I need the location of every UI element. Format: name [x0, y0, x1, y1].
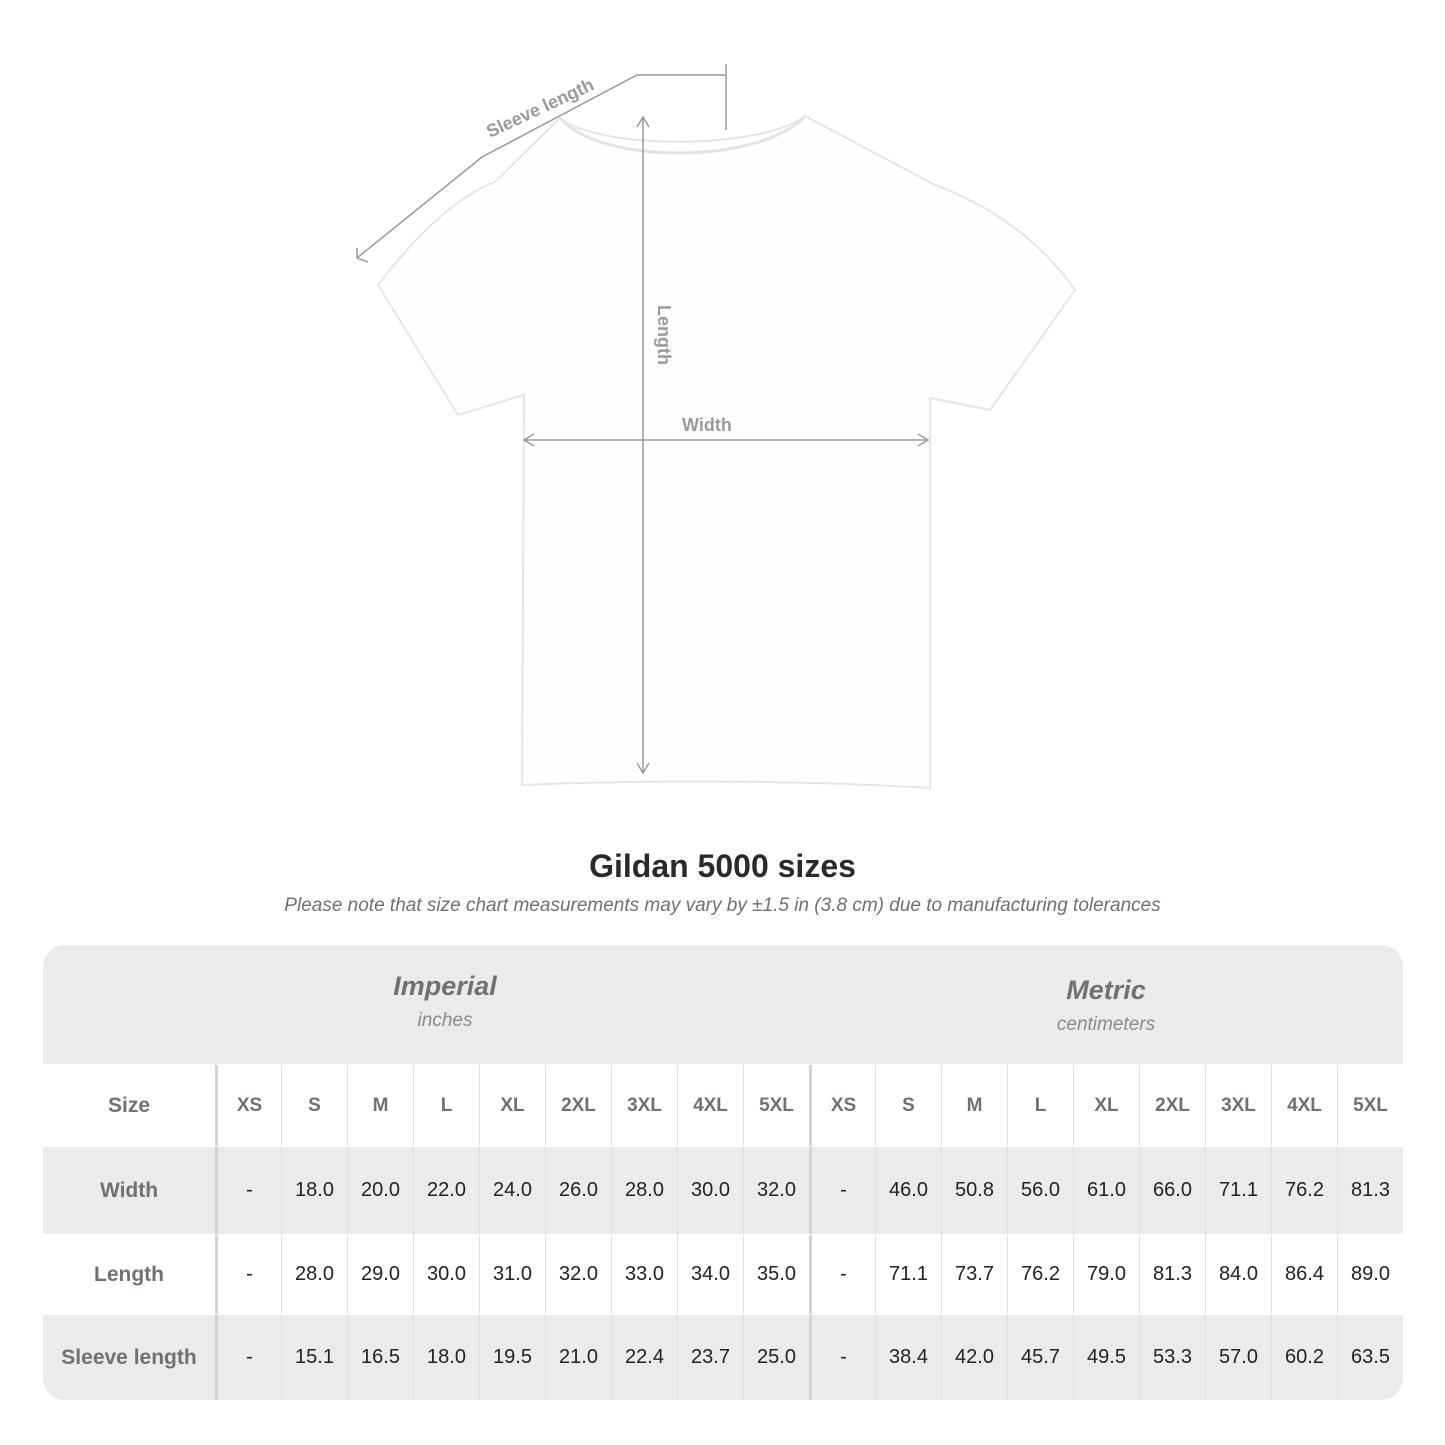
imperial-value-cell: 18.0	[413, 1315, 479, 1400]
size-header-cell: L	[413, 1065, 479, 1146]
imperial-value-cell: -	[215, 1147, 281, 1234]
row-label: Length	[94, 1262, 164, 1286]
imperial-value-cell: 22.4	[611, 1315, 677, 1400]
metric-value-cell: 38.4	[875, 1315, 941, 1400]
metric-title: Metric	[1066, 975, 1146, 1005]
imperial-header: Imperial inches	[215, 971, 675, 1032]
imperial-value-cell: 21.0	[545, 1315, 611, 1400]
metric-unit: centimeters	[1056, 1014, 1156, 1035]
chart-title: Gildan 5000 sizes	[589, 848, 856, 884]
size-header-cell: M	[347, 1065, 413, 1146]
imperial-value-cell: 30.0	[677, 1147, 743, 1234]
metric-value-cell: 71.1	[1205, 1147, 1271, 1234]
imperial-unit: inches	[417, 1010, 473, 1031]
size-header-cell: XL	[1073, 1065, 1139, 1146]
imperial-value-cell: 20.0	[347, 1147, 413, 1234]
width-label: Width	[682, 415, 732, 435]
metric-value-cell: 76.2	[1271, 1147, 1337, 1234]
size-header-cell: L	[1007, 1065, 1073, 1146]
tshirt-diagram: Sleeve length Length Width	[356, 64, 1077, 790]
size-header-row: Size XS S M L XL 2XL 3XL 4XL 5XL XS S M L XL 2XL 3XL 4XL 5…	[43, 1065, 1403, 1146]
imperial-value-cell: 28.0	[281, 1235, 347, 1314]
metric-value-cell: 49.5	[1073, 1315, 1139, 1400]
units-header	[43, 945, 1403, 1064]
imperial-value-cell: 35.0	[743, 1235, 809, 1314]
imperial-value-cell: 25.0	[743, 1315, 809, 1400]
imperial-value-cell: 16.5	[347, 1315, 413, 1400]
metric-value-cell: 86.4	[1271, 1235, 1337, 1314]
size-header-cell: S	[281, 1065, 347, 1146]
imperial-value-cell: 15.1	[281, 1315, 347, 1400]
imperial-value-cell: 30.0	[413, 1235, 479, 1314]
size-header-cell: 2XL	[545, 1065, 611, 1146]
metric-value-cell: 50.8	[941, 1147, 1007, 1234]
size-header-cell: 4XL	[677, 1065, 743, 1146]
metric-value-cell: 81.3	[1337, 1147, 1403, 1234]
imperial-value-cell: -	[215, 1235, 281, 1314]
size-header-cell: 5XL	[743, 1065, 809, 1146]
row-label: Width	[99, 1178, 159, 1202]
table-row: Length -28.0 29.0 30.0 31.0 32.0 33.0 34.0 35.0-…	[43, 1235, 1403, 1314]
metric-value-cell: 84.0	[1205, 1235, 1271, 1314]
metric-value-cell: 81.3	[1139, 1235, 1205, 1314]
imperial-value-cell: 19.5	[479, 1315, 545, 1400]
table-row: Width -18.0 20.0 22.0 24.0 26.0 28.0 30.0 32.0-4…	[43, 1147, 1403, 1234]
metric-value-cell: 66.0	[1139, 1147, 1205, 1234]
metric-value-cell: 46.0	[875, 1147, 941, 1234]
size-table: Imperial inches Metric centimeters Size X…	[43, 945, 1403, 1400]
metric-value-cell: 76.2	[1007, 1235, 1073, 1314]
imperial-value-cell: 33.0	[611, 1235, 677, 1314]
imperial-value-cell: 24.0	[479, 1147, 545, 1234]
metric-value-cell: 89.0	[1337, 1235, 1403, 1314]
table-row: Sleeve length -15.1 16.5 18.0 19.5 21.0 22.4 23…	[43, 1315, 1403, 1400]
metric-header: Metric centimeters	[809, 975, 1403, 1036]
imperial-title: Imperial	[393, 971, 497, 1001]
imperial-value-cell: 34.0	[677, 1235, 743, 1314]
imperial-value-cell: 22.0	[413, 1147, 479, 1234]
size-header-cell: M	[941, 1065, 1007, 1146]
metric-value-cell: 57.0	[1205, 1315, 1271, 1400]
imperial-value-cell: -	[215, 1315, 281, 1400]
tolerance-note: Please note that size chart measurements…	[284, 895, 1161, 916]
size-header-cell: S	[875, 1065, 941, 1146]
length-label: Length	[654, 305, 674, 365]
size-header-cell: 4XL	[1271, 1065, 1337, 1146]
metric-value-cell: 42.0	[941, 1315, 1007, 1400]
size-header-cell: 5XL	[1337, 1065, 1403, 1146]
measurement-lines	[356, 64, 930, 775]
metric-value-cell: -	[809, 1315, 875, 1400]
size-header-cell: XS	[215, 1065, 281, 1146]
size-header-cell: XS	[809, 1065, 875, 1146]
imperial-value-cell: 31.0	[479, 1235, 545, 1314]
imperial-value-cell: 32.0	[545, 1235, 611, 1314]
imperial-value-cell: 32.0	[743, 1147, 809, 1234]
size-header-cell: 3XL	[1205, 1065, 1271, 1146]
metric-value-cell: 73.7	[941, 1235, 1007, 1314]
size-label: Size	[107, 1093, 151, 1117]
imperial-value-cell: 29.0	[347, 1235, 413, 1314]
size-header-cell: 3XL	[611, 1065, 677, 1146]
metric-value-cell: 53.3	[1139, 1315, 1205, 1400]
metric-value-cell: 71.1	[875, 1235, 941, 1314]
imperial-value-cell: 28.0	[611, 1147, 677, 1234]
metric-value-cell: 63.5	[1337, 1315, 1403, 1400]
metric-value-cell: 56.0	[1007, 1147, 1073, 1234]
size-header-cell: XL	[479, 1065, 545, 1146]
metric-value-cell: 61.0	[1073, 1147, 1139, 1234]
imperial-value-cell: 26.0	[545, 1147, 611, 1234]
metric-value-cell: -	[809, 1147, 875, 1234]
size-header-cell: 2XL	[1139, 1065, 1205, 1146]
imperial-value-cell: 23.7	[677, 1315, 743, 1400]
metric-value-cell: 45.7	[1007, 1315, 1073, 1400]
metric-value-cell: -	[809, 1235, 875, 1314]
imperial-value-cell: 18.0	[281, 1147, 347, 1234]
tshirt-image	[376, 114, 1077, 790]
metric-value-cell: 79.0	[1073, 1235, 1139, 1314]
metric-value-cell: 60.2	[1271, 1315, 1337, 1400]
row-label: Sleeve length	[61, 1345, 197, 1369]
